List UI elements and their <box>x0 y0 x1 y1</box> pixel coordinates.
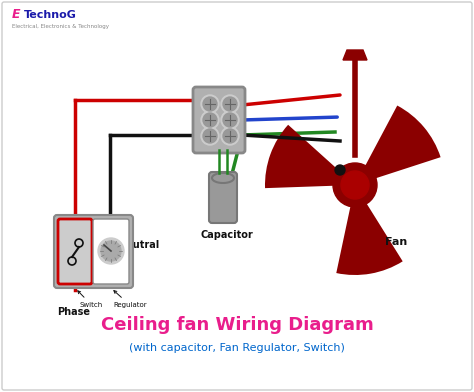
Text: Fan: Fan <box>385 237 407 247</box>
Text: Electrical, Electronics & Technology: Electrical, Electronics & Technology <box>12 24 109 29</box>
Circle shape <box>98 238 124 264</box>
Text: Ceiling fan Wiring Diagram: Ceiling fan Wiring Diagram <box>100 316 374 334</box>
Circle shape <box>203 113 217 127</box>
Circle shape <box>223 129 237 143</box>
Circle shape <box>203 97 217 111</box>
Circle shape <box>221 111 239 129</box>
Text: TechnoG: TechnoG <box>24 10 77 20</box>
FancyBboxPatch shape <box>58 219 92 284</box>
FancyBboxPatch shape <box>93 219 129 284</box>
Circle shape <box>335 165 345 175</box>
Circle shape <box>223 113 237 127</box>
Circle shape <box>221 95 239 113</box>
Circle shape <box>201 127 219 145</box>
Circle shape <box>201 111 219 129</box>
FancyBboxPatch shape <box>209 172 237 223</box>
Wedge shape <box>336 185 403 275</box>
Circle shape <box>201 95 219 113</box>
FancyBboxPatch shape <box>54 215 133 288</box>
Circle shape <box>221 127 239 145</box>
FancyBboxPatch shape <box>193 87 245 153</box>
Circle shape <box>101 241 121 261</box>
Text: Capacitor: Capacitor <box>201 230 254 240</box>
Text: Neutral: Neutral <box>118 240 159 250</box>
Wedge shape <box>355 105 441 185</box>
Text: E: E <box>12 8 20 21</box>
Text: Regulator: Regulator <box>113 290 146 308</box>
Circle shape <box>333 163 377 207</box>
Text: Phase: Phase <box>57 307 90 317</box>
Polygon shape <box>343 50 367 60</box>
Circle shape <box>203 129 217 143</box>
Wedge shape <box>265 125 355 188</box>
Circle shape <box>223 97 237 111</box>
Text: Switch: Switch <box>78 291 103 308</box>
Text: (with capacitor, Fan Regulator, Switch): (with capacitor, Fan Regulator, Switch) <box>129 343 345 353</box>
Circle shape <box>341 171 369 199</box>
